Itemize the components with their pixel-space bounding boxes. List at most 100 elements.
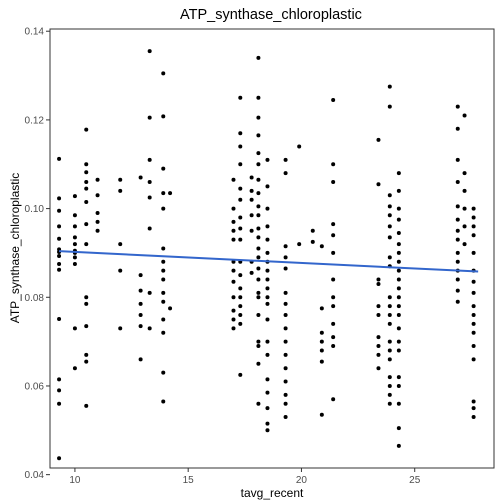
data-point [256, 213, 261, 218]
data-point [231, 177, 236, 182]
x-tick-label: 25 [409, 475, 421, 486]
data-point [376, 304, 381, 309]
data-point [376, 344, 381, 349]
data-point [455, 104, 460, 109]
data-point [256, 55, 261, 60]
data-point [256, 295, 261, 300]
data-point [84, 403, 89, 408]
data-point [387, 383, 392, 388]
data-point [331, 344, 336, 349]
data-point [387, 339, 392, 344]
data-point [471, 406, 476, 411]
data-point [238, 372, 243, 377]
data-point [138, 313, 143, 318]
data-point [138, 324, 143, 329]
data-point [95, 177, 100, 182]
data-point [161, 166, 166, 171]
data-point [256, 226, 261, 231]
data-point [161, 246, 166, 251]
data-point [161, 317, 166, 322]
data-point [331, 335, 336, 340]
data-point [161, 206, 166, 211]
data-point [283, 244, 288, 249]
data-point [147, 195, 152, 200]
data-point [283, 326, 288, 331]
data-point [387, 224, 392, 229]
data-point [147, 326, 152, 331]
data-point [256, 255, 261, 260]
data-point [319, 348, 324, 353]
data-point [72, 224, 77, 229]
data-point [57, 156, 62, 161]
data-point [265, 377, 270, 382]
data-point [396, 277, 401, 282]
data-point [283, 339, 288, 344]
y-tick-label: 0.10 [25, 204, 45, 215]
data-point [396, 268, 401, 273]
data-point [256, 133, 261, 138]
data-point [231, 206, 236, 211]
data-point [396, 339, 401, 344]
data-point [256, 162, 261, 167]
data-point [471, 399, 476, 404]
data-point [95, 228, 100, 233]
data-point [455, 157, 460, 162]
data-point [283, 379, 288, 384]
data-point [238, 215, 243, 220]
data-point [387, 204, 392, 209]
data-point [462, 224, 467, 229]
data-point [319, 244, 324, 249]
data-point [265, 301, 270, 306]
data-point [238, 162, 243, 167]
data-point [471, 224, 476, 229]
data-point [455, 299, 460, 304]
data-point [95, 219, 100, 224]
data-point [396, 230, 401, 235]
data-point [161, 299, 166, 304]
data-point [161, 259, 166, 264]
data-point [256, 177, 261, 182]
data-point [455, 204, 460, 209]
data-point [147, 290, 152, 295]
data-point [72, 242, 77, 247]
data-point [455, 179, 460, 184]
data-point [265, 250, 270, 255]
data-point [238, 197, 243, 202]
data-point [238, 95, 243, 100]
chart-title: ATP_synthase_chloroplastic [180, 7, 362, 23]
data-point [396, 443, 401, 448]
x-tick-label: 15 [183, 475, 195, 486]
data-point [283, 392, 288, 397]
data-point [249, 188, 254, 193]
data-point [118, 268, 123, 273]
data-point [57, 377, 62, 382]
data-point [310, 228, 315, 233]
data-point [455, 259, 460, 264]
data-point [57, 208, 62, 213]
data-point [72, 366, 77, 371]
data-point [387, 401, 392, 406]
data-point [283, 352, 288, 357]
data-point [161, 277, 166, 282]
data-point [471, 357, 476, 362]
data-point [161, 399, 166, 404]
data-point [376, 313, 381, 318]
data-point [297, 242, 302, 247]
data-point [331, 162, 336, 167]
data-point [147, 226, 152, 231]
data-point [256, 204, 261, 209]
data-point [471, 233, 476, 238]
data-point [57, 317, 62, 322]
data-point [387, 375, 392, 380]
data-point [265, 421, 270, 426]
data-point [387, 348, 392, 353]
data-point [283, 290, 288, 295]
data-point [319, 412, 324, 417]
data-point [57, 254, 62, 259]
data-point [331, 179, 336, 184]
data-point [265, 184, 270, 189]
y-tick-label: 0.04 [25, 470, 45, 481]
data-point [265, 352, 270, 357]
data-point [396, 188, 401, 193]
data-point [297, 144, 302, 149]
